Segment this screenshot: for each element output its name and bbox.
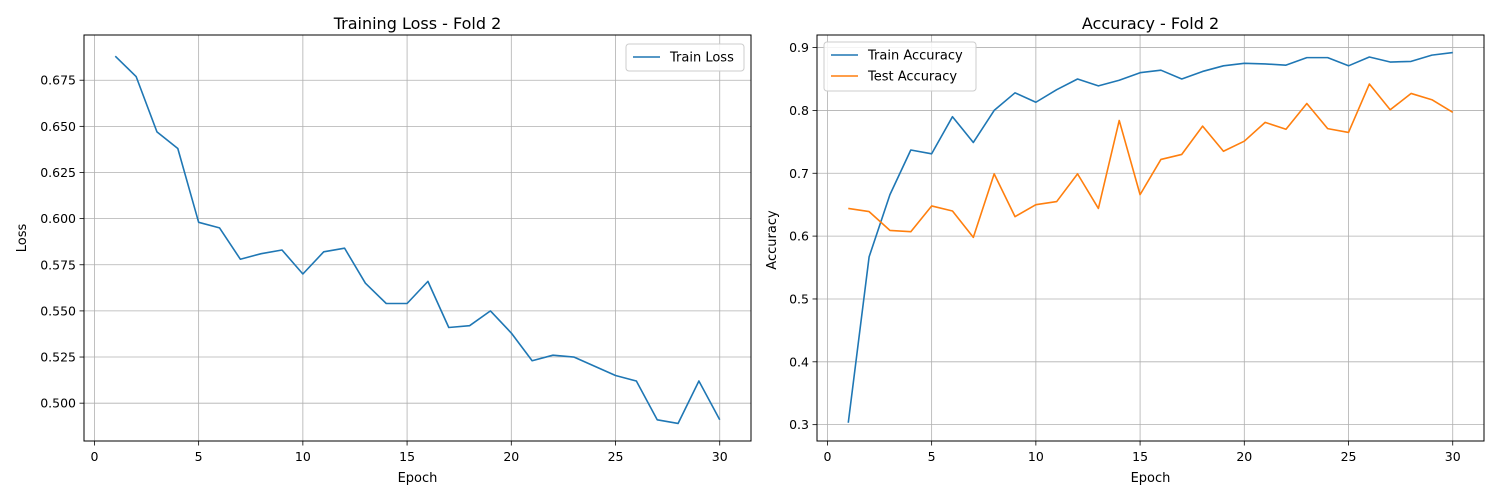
- y-tick-label: 0.575: [40, 257, 76, 272]
- x-ticks: 0 5 10 15 20 25 30: [90, 441, 728, 464]
- y-axis-label: Loss: [15, 224, 30, 253]
- x-tick-label: 10: [1028, 449, 1044, 464]
- series-line-train-accuracy: [847, 51, 1453, 423]
- y-tick-label: 0.675: [40, 73, 76, 88]
- x-axis-label: Epoch: [1131, 471, 1171, 486]
- x-tick-label: 15: [399, 449, 415, 464]
- plot-frame: [816, 34, 1485, 442]
- plot-lines: [114, 55, 721, 425]
- x-tick-label: 20: [1236, 449, 1252, 464]
- y-tick-label: 0.625: [40, 165, 76, 180]
- x-tick-label: 20: [503, 449, 519, 464]
- y-tick-label: 0.9: [789, 40, 809, 55]
- accuracy-chart: 0 5 10 15 20 25 30 0.3 0.4 0.5 0.6 0.7 0.8 0.9 Accur…: [765, 14, 1485, 486]
- y-tick-label: 0.600: [40, 211, 76, 226]
- y-axis-label: Accuracy: [765, 210, 780, 270]
- legend-box: [823, 41, 977, 92]
- y-tick-label: 0.550: [40, 303, 76, 318]
- y-tick-label: 0.6: [789, 229, 809, 244]
- y-tick-label: 0.650: [40, 119, 76, 134]
- legend: Train Accuracy Test Accuracy: [823, 41, 977, 92]
- x-tick-label: 10: [295, 449, 311, 464]
- training-loss-chart: 0 5 10 15 20 25 30 0.5000.5250.5500.5750.6000.…: [15, 14, 752, 486]
- grid: [817, 35, 1484, 441]
- y-ticks: 0.500 0.525 0.550 0.575 0.600 0.625 0.650 0.675: [40, 73, 84, 411]
- legend-box: [625, 43, 745, 72]
- legend-label-test-accuracy: Test Accuracy: [867, 70, 957, 85]
- y-tick-label: 0.4: [789, 354, 809, 369]
- chart-title: Training Loss - Fold 2: [333, 14, 502, 33]
- y-tick-label: 0.3: [789, 417, 809, 432]
- x-tick-label: 30: [1445, 449, 1461, 464]
- x-ticks: 0 5 10 15 20 25 30: [823, 441, 1461, 464]
- legend-label-train-loss: Train Loss: [669, 51, 734, 66]
- y-ticks: 0.3 0.4 0.5 0.6 0.7 0.8 0.9: [789, 40, 817, 432]
- legend-label-train-accuracy: Train Accuracy: [867, 49, 963, 64]
- x-axis-label: Epoch: [398, 471, 438, 486]
- x-tick-label: 15: [1132, 449, 1148, 464]
- plot-lines: [847, 51, 1454, 423]
- x-tick-label: 0: [90, 449, 98, 464]
- y-tick-label: 0.8: [789, 103, 809, 118]
- chart-title: Accuracy - Fold 2: [1082, 14, 1219, 33]
- series-line-train-loss: [114, 55, 721, 425]
- grid: [84, 35, 751, 441]
- y-tick-label: 0.500: [40, 396, 76, 411]
- series-line-test-accuracy: [848, 83, 1454, 239]
- y-tick-label: 0.525: [40, 350, 76, 365]
- y-tick-label: 0.7: [789, 166, 809, 181]
- x-tick-label: 25: [1341, 449, 1357, 464]
- x-tick-label: 25: [608, 449, 624, 464]
- x-tick-label: 30: [712, 449, 728, 464]
- y-tick-label: 0.5: [789, 291, 809, 306]
- legend: Train Loss: [625, 43, 745, 72]
- x-tick-label: 5: [928, 449, 936, 464]
- plot-frame: [83, 34, 752, 442]
- x-tick-label: 0: [823, 449, 831, 464]
- x-tick-label: 5: [195, 449, 203, 464]
